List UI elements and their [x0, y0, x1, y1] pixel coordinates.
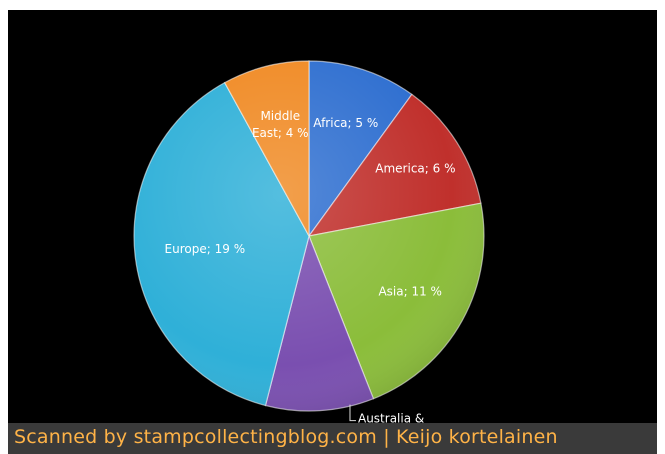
watermark-text: Scanned by stampcollectingblog.com | Kei… — [14, 426, 558, 448]
watermark-bar — [8, 423, 657, 454]
slice-label-africa: Africa; 5 % — [313, 116, 378, 130]
slice-label-asia: Asia; 11 % — [378, 285, 442, 299]
leader-line — [349, 404, 356, 422]
slice-label-europe: Europe; 19 % — [165, 242, 246, 256]
slice-label-middle-east: Middle East; 4 % — [252, 109, 309, 140]
slice-label-america: America; 6 % — [375, 161, 455, 175]
pie-shading — [134, 61, 484, 411]
